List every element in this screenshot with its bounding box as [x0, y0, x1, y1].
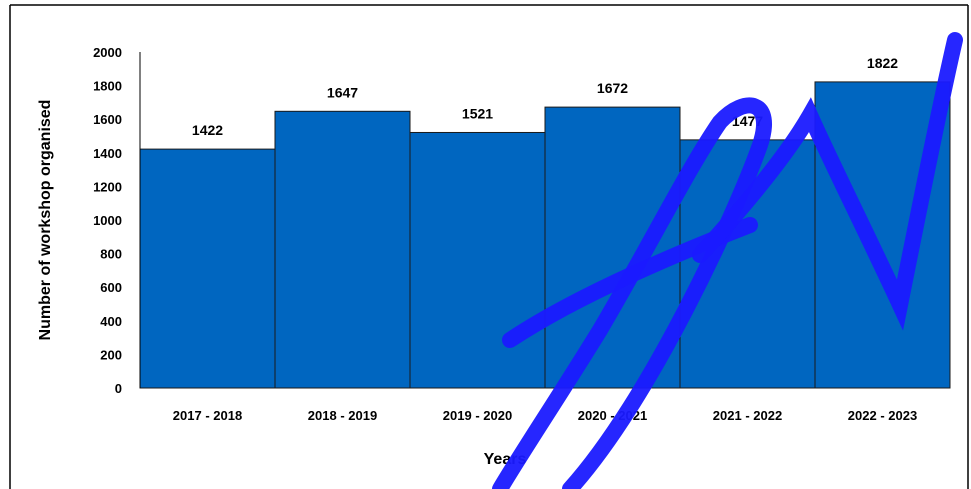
x-tick-label: 2022 - 2023	[848, 408, 917, 423]
y-tick-label: 0	[115, 381, 122, 396]
data-label: 1422	[192, 122, 223, 138]
bar-2018-2019	[274, 110, 411, 389]
y-axis-title: Number of workshop organised	[37, 100, 54, 341]
watermark-stroke-1	[492, 97, 772, 489]
y-tick-label: 1000	[93, 213, 122, 228]
y-tick-label: 800	[100, 247, 122, 262]
y-tick-label: 1400	[93, 146, 122, 161]
watermark-stroke-3	[692, 32, 963, 331]
y-tick-label: 1200	[93, 179, 122, 194]
data-label: 1647	[327, 84, 358, 100]
bar-2019-2020	[409, 131, 546, 389]
y-tick-label: 1800	[93, 79, 122, 94]
data-label: 1521	[462, 105, 493, 121]
x-tick-label: 2021 - 2022	[713, 408, 782, 423]
data-label: 1822	[867, 55, 898, 71]
x-tick-label: 2017 - 2018	[173, 408, 242, 423]
bars-layer	[139, 81, 951, 389]
y-tick-label: 2000	[93, 45, 122, 60]
data-label: 1672	[597, 80, 628, 96]
y-tick-label: 1600	[93, 112, 122, 127]
y-tick-label: 600	[100, 280, 122, 295]
y-tick-label: 200	[100, 347, 122, 362]
x-tick-label: 2018 - 2019	[308, 408, 377, 423]
bar-2020-2021	[544, 106, 681, 389]
y-tick-label: 400	[100, 314, 122, 329]
bar-2017-2018	[139, 148, 276, 389]
y-ticks: 0 200 400 600 800 1000 1200 1400 1600 1800 2000	[93, 45, 122, 396]
watermark	[492, 32, 963, 489]
x-tick-label: 2019 - 2020	[443, 408, 512, 423]
